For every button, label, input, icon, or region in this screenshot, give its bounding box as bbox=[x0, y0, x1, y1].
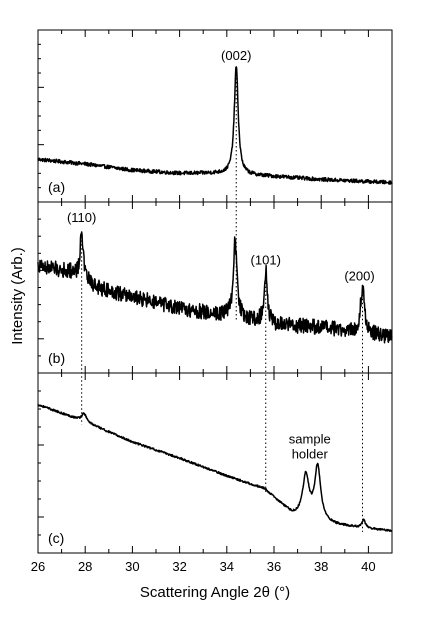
peak-label: (200) bbox=[344, 269, 374, 284]
series-line-panel-1 bbox=[37, 66, 393, 186]
x-axis-label: Scattering Angle 2θ (°) bbox=[140, 584, 290, 601]
panel-label: (a) bbox=[48, 179, 65, 195]
x-tick-label: 26 bbox=[31, 559, 45, 574]
annotation-line: sample bbox=[289, 431, 331, 446]
peak-label: (002) bbox=[221, 48, 251, 63]
diffraction-curves bbox=[37, 66, 393, 532]
axis-ticks bbox=[37, 30, 393, 553]
x-tick-label: 28 bbox=[78, 559, 92, 574]
reference-lines bbox=[81, 70, 363, 532]
series-line-panel-2 bbox=[37, 231, 393, 344]
panel-frame-1 bbox=[37, 29, 393, 203]
x-tick-label: 32 bbox=[172, 559, 186, 574]
x-tick-label: 40 bbox=[361, 559, 375, 574]
x-tick-label: 30 bbox=[125, 559, 139, 574]
peak-label: (110) bbox=[67, 210, 96, 225]
annotation-line: holder bbox=[292, 446, 329, 461]
x-tick-label: 36 bbox=[267, 559, 281, 574]
panel-label: (c) bbox=[48, 530, 64, 546]
panel-frame-3 bbox=[37, 372, 393, 554]
chart-labels: 26 28 30 32 34 36 38 40 (a) (002) (b) (110) (101) (20… bbox=[31, 48, 376, 574]
peak-label: (101) bbox=[251, 252, 281, 267]
sample-holder-annotation: sample holder bbox=[289, 431, 331, 461]
x-tick-label: 34 bbox=[220, 559, 234, 574]
series-line-panel-3 bbox=[37, 403, 393, 532]
y-axis-label: Intensity (Arb.) bbox=[9, 247, 26, 345]
panel-frames bbox=[37, 29, 393, 554]
panel-label: (b) bbox=[48, 350, 65, 366]
x-tick-label: 38 bbox=[314, 559, 328, 574]
